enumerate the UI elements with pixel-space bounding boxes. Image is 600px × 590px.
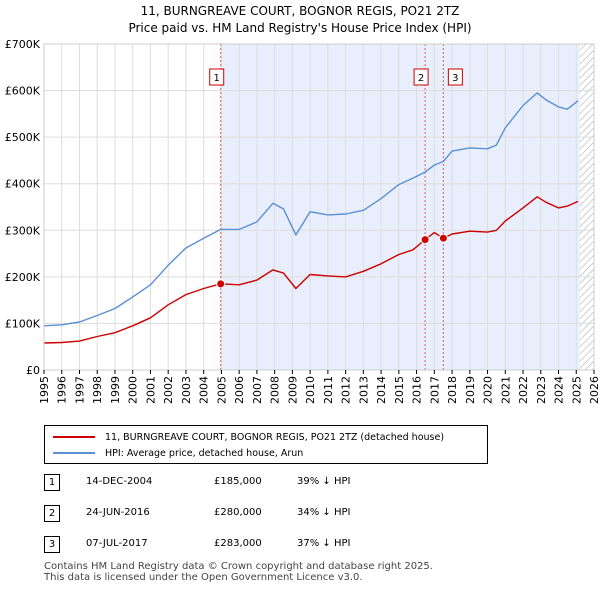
legend-swatch-hpi [53,452,95,454]
legend: 11, BURNGREAVE COURT, BOGNOR REGIS, PO21… [44,425,488,464]
y-tick-label: £400K [5,178,41,191]
annotation-label: 3 [452,73,458,84]
legend-label-hpi: HPI: Average price, detached house, Arun [105,447,304,459]
y-tick-label: £700K [5,38,41,51]
x-tick-label: 2019 [464,376,477,404]
transaction-date: 24-JUN-2016 [86,507,150,518]
sale-point [216,279,226,289]
transaction-price: £280,000 [214,507,262,518]
transaction-number: 3 [44,536,60,553]
x-tick-label: 1998 [91,376,104,404]
transaction-hpi-diff: 34% ↓ HPI [297,507,351,518]
transaction-row: 2 24-JUN-2016 £280,000 34% ↓ HPI [44,505,444,522]
x-tick-label: 1997 [73,376,86,404]
x-tick-label: 2000 [127,376,140,404]
x-tick-label: 1996 [56,376,69,404]
sale-points [216,233,448,289]
sale-point [438,233,448,243]
x-tick-label: 2010 [304,376,317,404]
transaction-date: 14-DEC-2004 [86,476,153,487]
forecast-hatched-region [579,44,594,370]
chart-title-block: 11, BURNGREAVE COURT, BOGNOR REGIS, PO21… [0,3,600,37]
x-tick-label: 2026 [588,376,600,404]
transaction-row: 1 14-DEC-2004 £185,000 39% ↓ HPI [44,474,444,491]
x-tick-label: 2024 [553,376,566,404]
x-tick-label: 2009 [286,376,299,404]
annotation-box [209,68,225,86]
legend-swatch-property [53,436,95,438]
x-tick-label: 2005 [215,376,228,404]
x-tick-label: 2017 [428,376,441,404]
x-tick-label: 2007 [251,376,264,404]
hpi-line [43,92,579,327]
x-tick-label: 2008 [269,376,282,404]
x-tick-label: 1999 [109,376,122,404]
x-tick-label: 2004 [198,376,211,404]
y-tick-label: £500K [5,131,41,144]
x-tick-label: 2015 [393,376,406,404]
x-tick-label: 2012 [340,376,353,404]
sale-annotation-boxes: 1 2 3 [209,68,463,86]
legend-item-property: 11, BURNGREAVE COURT, BOGNOR REGIS, PO21… [53,430,444,444]
transaction-row: 3 07-JUL-2017 £283,000 37% ↓ HPI [44,536,444,553]
price-paid-line [43,196,579,344]
series-lines [43,92,579,344]
x-tick-label: 2001 [144,376,157,404]
chart-title: 11, BURNGREAVE COURT, BOGNOR REGIS, PO21… [140,4,460,18]
footer-line-copyright: Contains HM Land Registry data © Crown c… [44,561,433,572]
y-tick-label: £600K [5,85,41,98]
x-tick-label: 2013 [357,376,370,404]
plot-border [43,43,595,371]
x-tick-label: 2016 [411,376,424,404]
grid-lines [43,43,595,371]
transaction-price: £283,000 [214,538,262,549]
annotation-label: 1 [214,73,220,84]
y-tick-label: £200K [5,271,41,284]
x-tick-label: 2002 [162,376,175,404]
x-tick-label: 2021 [499,376,512,404]
price-chart: 1 2 3 £0 £100K £200K £300K £400K £500K £600K £700… [5,38,600,404]
x-tick-label: 2020 [482,376,495,404]
transaction-number: 1 [44,474,60,491]
x-tick-label: 1995 [38,376,51,404]
transaction-hpi-diff: 39% ↓ HPI [297,476,351,487]
x-tick-label: 2006 [233,376,246,404]
x-tick-label: 2022 [517,376,530,404]
y-axis-ticks: £0 £100K £200K £300K £400K £500K £600K £700K [5,38,41,377]
x-tick-label: 2018 [446,376,459,404]
transaction-hpi-diff: 37% ↓ HPI [297,538,351,549]
annotation-label: 2 [418,73,424,84]
legend-item-hpi: HPI: Average price, detached house, Arun [53,446,303,460]
x-tick-label: 2003 [180,376,193,404]
x-axis-ticks: 1995 1996 1997 1998 1999 2000 2001 2002 2003 2004… [38,370,600,404]
chart-subtitle: Price paid vs. HM Land Registry's House … [128,21,472,35]
annotation-box [447,68,463,86]
legend-label-property: 11, BURNGREAVE COURT, BOGNOR REGIS, PO21… [105,431,445,443]
footer-line-licence: This data is licensed under the Open Gov… [44,572,363,583]
x-tick-label: 2014 [375,376,388,404]
transaction-date: 07-JUL-2017 [86,538,148,549]
transaction-price: £185,000 [214,476,262,487]
footer-attribution: Contains HM Land Registry data © Crown c… [44,561,433,583]
y-tick-label: £300K [5,224,41,237]
sale-point [420,235,430,245]
x-tick-label: 2023 [535,376,548,404]
x-tick-label: 2025 [570,376,583,404]
y-tick-label: £100K [5,317,41,330]
annotation-box [413,68,429,86]
transaction-number: 2 [44,505,60,522]
y-tick-label: £0 [26,364,40,377]
x-tick-label: 2011 [322,376,335,404]
